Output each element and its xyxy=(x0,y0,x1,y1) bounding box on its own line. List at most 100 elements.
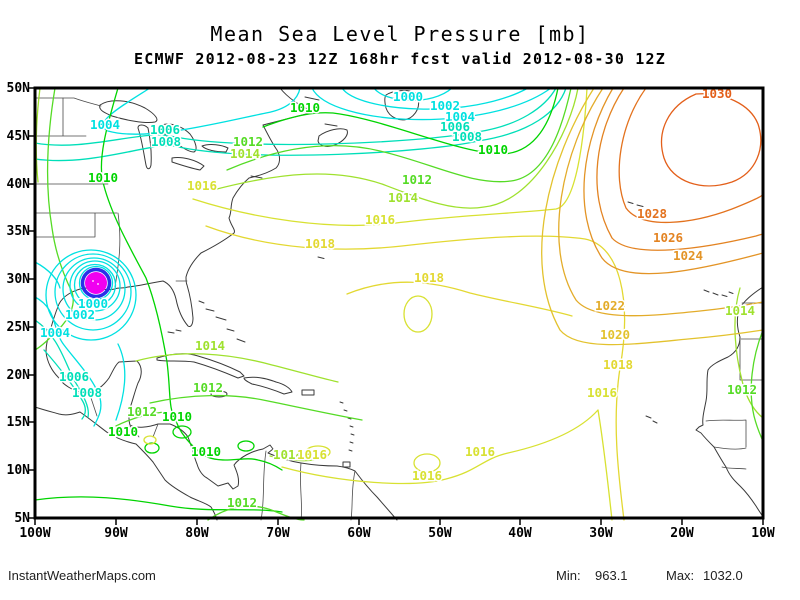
lake-ontario xyxy=(201,144,229,153)
contour-label: 1010 xyxy=(478,142,508,157)
storm-core xyxy=(85,272,107,294)
lat-tick-label: 45N xyxy=(7,129,31,144)
lake-michigan xyxy=(137,124,152,170)
lat-tick-label: 5N xyxy=(14,511,30,526)
newfoundland xyxy=(384,90,420,121)
cape-verde xyxy=(645,415,658,424)
contour-label: 1010 xyxy=(290,100,320,115)
contour-label: 1006 xyxy=(440,119,470,134)
lon-tick-label: 30W xyxy=(589,526,613,541)
contour-labels: 1004 100610081000100210041006100810001002… xyxy=(38,85,758,512)
minmax-row: Min: 963.1 Max: 1032.0 xyxy=(0,568,800,584)
pacific-coast xyxy=(34,406,218,521)
contour-label: 1006 xyxy=(59,369,89,384)
contour-label: 1014 xyxy=(230,146,260,161)
contour-label: 1012 xyxy=(727,382,757,397)
lat-tick-label: 50N xyxy=(7,81,31,96)
contour-label: 1028 xyxy=(637,206,667,221)
coastlines xyxy=(34,87,764,521)
contour-label: 1016 xyxy=(297,447,327,462)
south-america-borders xyxy=(260,450,356,521)
hispaniola xyxy=(243,376,293,395)
political-borders xyxy=(34,97,764,521)
contour-label: 1010 xyxy=(88,170,118,185)
lat-tick-label: 25N xyxy=(7,320,31,335)
africa-coast xyxy=(695,286,764,518)
lat-tick-label: 20N xyxy=(7,368,31,383)
contours-1012-caribbean xyxy=(115,394,363,427)
small-islands-north xyxy=(250,96,338,259)
min-value: 963.1 xyxy=(595,568,628,583)
contour-label: 1004 xyxy=(90,117,120,132)
contour-label: 1016 xyxy=(365,212,395,227)
contour-label: 1000 xyxy=(78,296,108,311)
contour-label: 1008 xyxy=(72,385,102,400)
contours-1020 xyxy=(541,87,764,346)
us-state-borders xyxy=(34,97,188,288)
contour-label: 1016 xyxy=(187,178,217,193)
puerto-rico xyxy=(301,389,315,396)
contours-1030 xyxy=(660,93,762,187)
contour-label: 1008 xyxy=(151,134,181,149)
contour-label: 1012 xyxy=(402,172,432,187)
contour-label: 1024 xyxy=(673,248,703,263)
contour-label: 1014 xyxy=(195,338,225,353)
contour-label: 1000 xyxy=(393,89,423,104)
max-label: Max: xyxy=(666,568,695,583)
map-border xyxy=(33,86,765,520)
bahamas xyxy=(198,300,246,343)
lon-tick-label: 10W xyxy=(751,526,775,541)
contour-label: 1010 xyxy=(191,444,221,459)
contour-label: 1018 xyxy=(414,270,444,285)
contour-label: 1014 xyxy=(273,447,303,462)
lake-erie xyxy=(171,157,205,171)
contour-label: 1006 xyxy=(150,122,180,137)
lat-tick-label: 30N xyxy=(7,272,31,287)
lat-tick-label: 35N xyxy=(7,224,31,239)
contour-label: 1012 xyxy=(227,495,257,510)
map-title: Mean Sea Level Pressure [mb] xyxy=(210,22,590,46)
storm-eye-ring xyxy=(80,267,112,299)
lon-tick-label: 60W xyxy=(347,526,371,541)
lon-tick-label: 90W xyxy=(104,526,128,541)
contour-label: 1012 xyxy=(193,380,223,395)
contour-label: 1016 xyxy=(412,468,442,483)
contour-label: 1008 xyxy=(452,129,482,144)
contour-label: 1022 xyxy=(595,298,625,313)
contour-label: 1014 xyxy=(388,190,418,205)
lesser-antilles xyxy=(339,401,355,468)
jamaica xyxy=(210,390,228,398)
contours-1016 xyxy=(143,87,613,521)
us-canada-border xyxy=(34,97,102,107)
contour-label: 1026 xyxy=(653,230,683,245)
contour-label: 1016 xyxy=(465,444,495,459)
contours xyxy=(34,87,764,521)
lon-tick-label: 80W xyxy=(185,526,209,541)
cuba xyxy=(156,353,245,379)
site-credit: InstantWeatherMaps.com xyxy=(8,568,156,583)
contours-1024 xyxy=(583,87,764,275)
min-label: Min: xyxy=(556,568,581,583)
lat-tick-label: 10N xyxy=(7,463,31,478)
contour-label: 1020 xyxy=(600,327,630,342)
contours-1018 xyxy=(205,225,626,521)
contour-label: 1018 xyxy=(603,357,633,372)
lat-tick-label: 15N xyxy=(7,415,31,430)
contour-label: 1002 xyxy=(430,98,460,113)
lon-tick-label: 40W xyxy=(508,526,532,541)
lon-tick-label: 20W xyxy=(670,526,694,541)
contours-1014 xyxy=(35,87,579,462)
contours-1014-africa xyxy=(734,287,764,419)
contours-1006-1008 xyxy=(34,87,567,420)
lon-tick-label: 100W xyxy=(19,526,50,541)
contour-label: 1012 xyxy=(127,404,157,419)
contour-label: 1016 xyxy=(587,385,617,400)
contour-label: 1012 xyxy=(233,134,263,149)
azores xyxy=(627,201,644,207)
lake-superior xyxy=(99,100,158,123)
lat-tick-label: 40N xyxy=(7,177,31,192)
contour-label: 1010 xyxy=(108,424,138,439)
